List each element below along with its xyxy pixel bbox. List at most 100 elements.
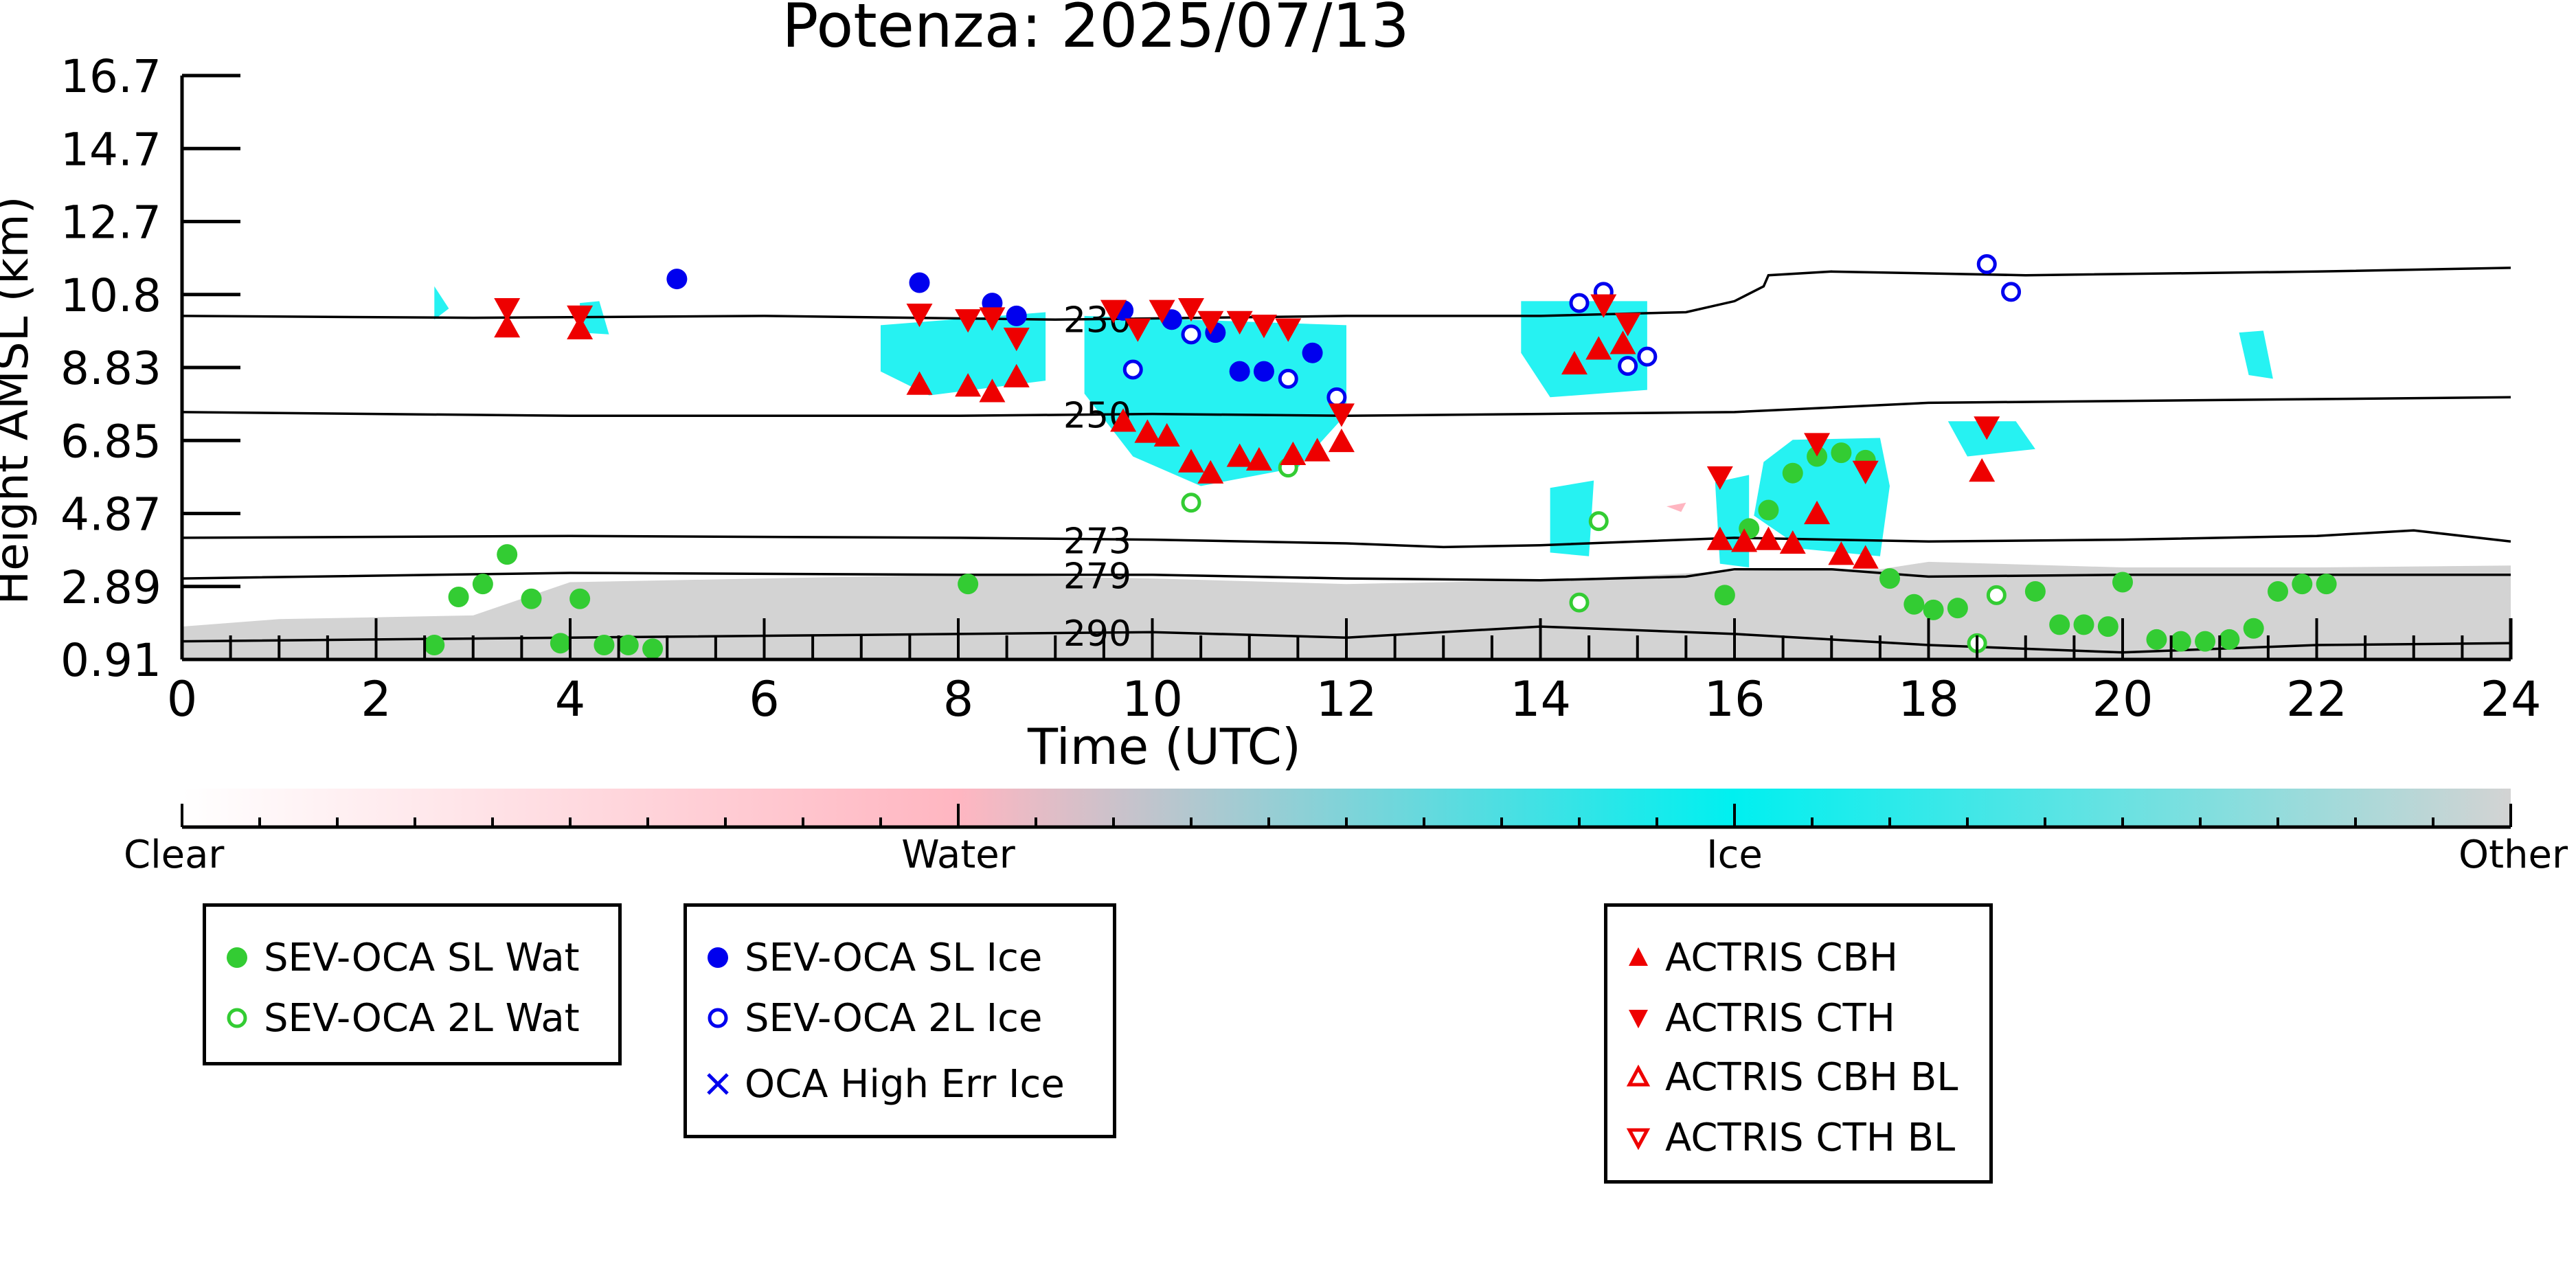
data-point-sev-oca-sl-wat xyxy=(642,638,664,659)
data-point-sev-oca-2l-ice xyxy=(1122,359,1143,380)
data-point-actris-cbh xyxy=(1609,330,1636,354)
data-point-actris-cth xyxy=(567,305,594,329)
data-point-actris-cbh xyxy=(1304,438,1331,462)
data-point-sev-oca-sl-wat xyxy=(2024,580,2046,602)
water-class-region xyxy=(1667,502,1686,512)
data-point-actris-cbh xyxy=(1153,422,1180,447)
data-point-sev-oca-sl-wat xyxy=(594,635,615,656)
data-markers xyxy=(424,254,2337,659)
filled-circle-icon xyxy=(227,947,247,968)
data-point-actris-cbh xyxy=(1804,500,1831,525)
data-point-sev-oca-sl-wat xyxy=(2112,572,2133,593)
legend-label: SEV-OCA 2L Ice xyxy=(745,995,1043,1041)
data-point-actris-cth xyxy=(1003,328,1030,352)
data-point-actris-cbh xyxy=(1110,408,1137,432)
legend-label: ACTRIS CTH xyxy=(1665,995,1895,1041)
x-tick-label: 2 xyxy=(361,671,392,727)
legend-label: SEV-OCA 2L Wat xyxy=(264,995,580,1041)
data-point-actris-cbh xyxy=(1755,526,1782,550)
data-point-sev-oca-2l-ice xyxy=(1326,387,1347,407)
data-point-sev-oca-sl-wat xyxy=(2316,574,2337,595)
data-point-actris-cth xyxy=(979,307,1006,331)
filled-circle-icon xyxy=(708,947,728,968)
isotherm-label: 290 xyxy=(1063,613,1131,655)
data-point-actris-cth xyxy=(1275,318,1302,342)
x-tick-label: 8 xyxy=(943,671,974,727)
data-point-actris-cbh xyxy=(1226,443,1253,467)
legend-label: OCA High Err Ice xyxy=(745,1061,1065,1107)
x-tick-label: 18 xyxy=(1898,671,1959,727)
y-axis-label: Height AMSL (km) xyxy=(0,196,38,605)
legend-item: ACTRIS CBH BL xyxy=(1621,1054,1958,1100)
data-point-sev-oca-sl-wat xyxy=(448,587,469,608)
isotherm-label: 273 xyxy=(1063,521,1131,563)
data-point-actris-cbh xyxy=(979,379,1006,403)
colorbar-label: Clear xyxy=(124,833,225,877)
data-point-actris-cth xyxy=(1328,403,1355,427)
data-point-actris-cth xyxy=(955,309,982,333)
data-point-actris-cth xyxy=(1974,416,2000,440)
y-tick-label: 4.87 xyxy=(60,488,161,541)
data-point-actris-cth xyxy=(1125,318,1151,342)
data-point-actris-cbh xyxy=(1852,545,1879,569)
data-point-actris-cbh xyxy=(1178,449,1204,473)
data-point-sev-oca-sl-wat xyxy=(1831,442,1852,464)
legend-item: SEV-OCA 2L Wat xyxy=(220,995,580,1041)
y-tick-label: 14.7 xyxy=(60,123,161,176)
data-point-actris-cbh xyxy=(1828,541,1855,565)
triangle-up-icon xyxy=(1629,947,1648,966)
data-point-sev-oca-2l-ice xyxy=(1976,254,1997,275)
data-point-actris-cbh xyxy=(1134,419,1161,443)
triangle-down-icon xyxy=(1629,1010,1648,1028)
isotherm-230-line xyxy=(181,267,2511,321)
data-point-sev-oca-2l-wat xyxy=(1986,585,2007,605)
data-point-actris-cbh xyxy=(1561,350,1588,375)
x-marker-icon xyxy=(707,1073,729,1095)
data-point-sev-oca-sl-wat xyxy=(958,574,979,595)
data-point-sev-oca-sl-wat xyxy=(1923,599,1944,620)
data-point-sev-oca-sl-ice xyxy=(1229,361,1250,382)
data-point-sev-oca-sl-wat xyxy=(2146,629,2167,650)
legend-item: ACTRIS CTH BL xyxy=(1621,1116,1955,1160)
data-point-actris-cbh xyxy=(1731,528,1758,552)
legend-item: SEV-OCA SL Wat xyxy=(220,936,580,980)
open-circle-icon xyxy=(708,1008,728,1028)
legend-label: ACTRIS CBH BL xyxy=(1665,1054,1958,1100)
x-tick-label: 16 xyxy=(1704,671,1765,727)
data-point-sev-oca-sl-ice xyxy=(666,269,688,290)
colorbar-labels: Clear Water Ice Other xyxy=(124,833,2568,877)
data-point-sev-oca-sl-wat xyxy=(550,633,571,654)
data-point-sev-oca-sl-ice xyxy=(1006,305,1027,326)
data-point-sev-oca-sl-wat xyxy=(2195,631,2216,652)
y-tick-label: 0.91 xyxy=(60,634,161,687)
ice-class-region xyxy=(434,286,449,320)
data-point-sev-oca-sl-wat xyxy=(521,588,542,609)
data-point-sev-oca-sl-wat xyxy=(2170,631,2191,652)
data-point-sev-oca-sl-wat xyxy=(2097,616,2119,637)
data-point-sev-oca-sl-ice xyxy=(909,272,930,293)
x-tick-label: 6 xyxy=(749,671,780,727)
legend-item: SEV-OCA 2L Ice xyxy=(701,995,1043,1041)
x-axis-label: Time (UTC) xyxy=(1027,718,1301,776)
data-point-sev-oca-2l-ice xyxy=(2001,282,2022,302)
y-tick-label: 10.8 xyxy=(60,269,161,322)
data-point-actris-cth xyxy=(1100,300,1127,324)
x-tick-label: 14 xyxy=(1510,671,1571,727)
ice-class-region xyxy=(1084,315,1346,486)
legend-label: SEV-OCA SL Ice xyxy=(745,935,1043,980)
data-point-sev-oca-2l-ice xyxy=(1637,346,1658,367)
ice-class-region xyxy=(881,312,1046,396)
data-point-sev-oca-sl-wat xyxy=(1879,568,1900,589)
ice-class-region xyxy=(1550,480,1594,556)
y-tick-label: 12.7 xyxy=(60,196,161,249)
y-tick-label: 16.7 xyxy=(60,50,161,103)
data-point-actris-cbh xyxy=(494,314,521,338)
data-point-actris-cbh xyxy=(1706,526,1733,550)
open-circle-icon xyxy=(227,1008,247,1028)
data-point-sev-oca-sl-ice xyxy=(1253,361,1274,382)
data-point-actris-cbh xyxy=(1197,460,1224,484)
data-point-sev-oca-sl-wat xyxy=(472,574,493,595)
colorbar-label: Water xyxy=(901,833,1016,877)
data-point-actris-cth xyxy=(906,304,933,328)
